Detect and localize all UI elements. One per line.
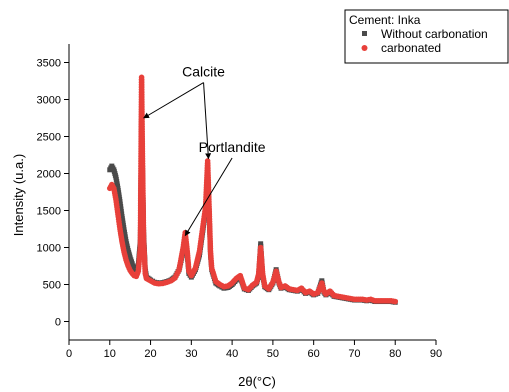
y-tick-label: 2500 xyxy=(37,132,61,144)
annotation-arrow xyxy=(203,82,212,160)
y-axis-label: Intensity (u.a.) xyxy=(11,154,26,236)
x-tick-label: 60 xyxy=(308,348,320,360)
data-point xyxy=(392,298,399,305)
x-tick-label: 0 xyxy=(66,348,72,360)
x-tick-label: 40 xyxy=(226,348,238,360)
y-tick-label: 2000 xyxy=(37,169,61,181)
annotation-label: Portlandite xyxy=(199,139,266,155)
annotation-arrow xyxy=(184,157,233,237)
y-tick-label: 0 xyxy=(55,317,61,329)
legend-marker-without-carbonation xyxy=(362,31,367,36)
series-layer xyxy=(106,74,399,305)
annotations: Calcite Portlandite xyxy=(143,64,266,237)
x-tick-label: 90 xyxy=(430,348,442,360)
annotation-arrow xyxy=(143,82,204,119)
y-tick-label: 3500 xyxy=(37,58,61,70)
x-tick-label: 10 xyxy=(104,348,116,360)
x-tick-label: 20 xyxy=(144,348,156,360)
y-tick-label: 500 xyxy=(43,280,61,292)
legend-marker-carbonated xyxy=(361,45,368,51)
legend: Cement: Inka Without carbonation carbona… xyxy=(344,9,509,64)
legend-label-carbonated: carbonated xyxy=(381,41,441,55)
y-tick-label: 1500 xyxy=(37,206,61,218)
x-tick-label: 50 xyxy=(267,348,279,360)
legend-title: Cement: Inka xyxy=(349,13,421,27)
x-tick-label: 70 xyxy=(348,348,360,360)
series-carbonated xyxy=(106,74,399,305)
y-tick-label: 1000 xyxy=(37,243,61,255)
y-tick-label: 3000 xyxy=(37,95,61,107)
annotation-label: Calcite xyxy=(182,64,225,80)
x-tick-label: 80 xyxy=(389,348,401,360)
legend-box xyxy=(344,9,509,64)
x-axis-label: 2θ(°C) xyxy=(238,374,276,389)
axes xyxy=(68,44,436,341)
series-without-carbonation xyxy=(107,104,398,305)
ticks: 0 10 20 30 40 50 60 70 80 90 0 500 1000 1500 2000 2500 3… xyxy=(37,58,443,361)
x-tick-label: 30 xyxy=(185,348,197,360)
legend-label-without-carbonation: Without carbonation xyxy=(381,27,488,41)
